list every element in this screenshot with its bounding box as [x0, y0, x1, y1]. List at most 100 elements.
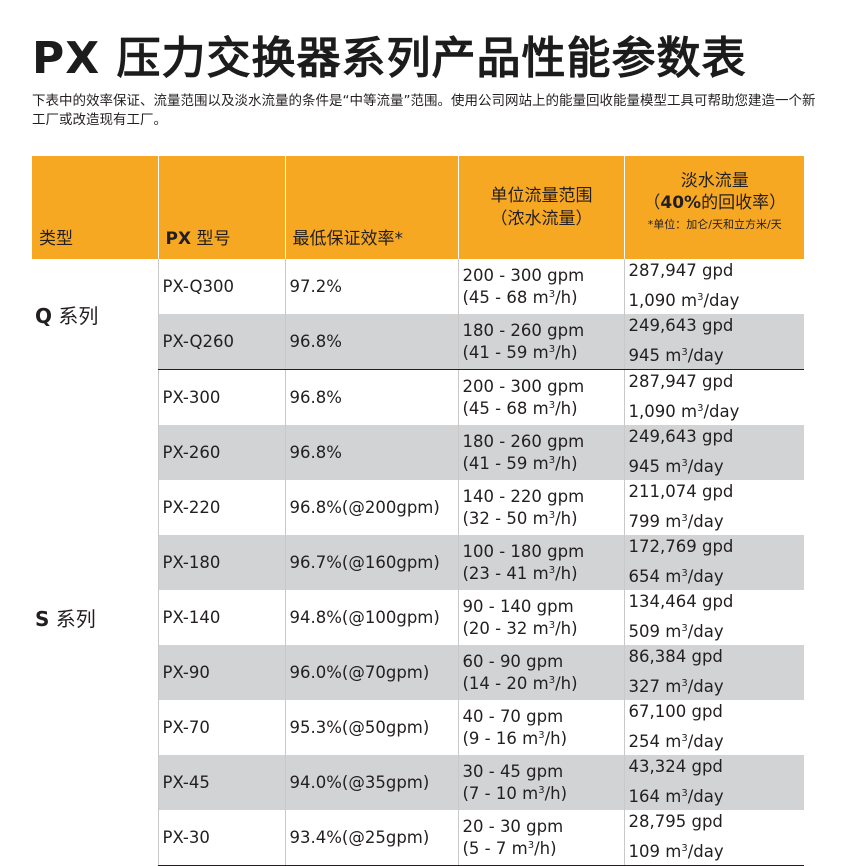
cell-model: PX-30: [157, 810, 285, 866]
page-title: PX 压力交换器系列产品性能参数表: [32, 33, 747, 84]
cell-flow-range: 90 - 140 gpm (20 - 32 m3/h): [457, 590, 624, 645]
header-flow-line2: （浓水流量）: [490, 208, 593, 229]
cell-efficiency: 96.0%(@70gpm): [284, 645, 458, 700]
table-body: Q 系列 PX-Q300 97.2% 200 - 300 gpm (45 - 68 m3…: [32, 259, 804, 866]
table-row: PX-220 96.8%(@200gpm) 140 - 220 gpm (32 - 5…: [32, 480, 804, 535]
series-label: Q 系列: [32, 259, 158, 370]
header-fresh-rest: 的回收率）: [701, 193, 787, 213]
cell-efficiency: 94.8%(@100gpm): [284, 590, 458, 645]
header-fresh-line1: 淡水流量: [680, 171, 749, 191]
fresh-gpd: 211,074 gpd: [628, 482, 734, 501]
series-name: 系列: [49, 607, 96, 631]
flow-m3h: (20 - 32 m3/h): [462, 618, 578, 638]
cell-flow-range: 180 - 260 gpm (41 - 59 m3/h): [457, 425, 624, 480]
fresh-m3day: 509 m3/day: [628, 622, 724, 641]
cell-flow-range: 20 - 30 gpm (5 - 7 m3/h): [457, 810, 624, 866]
table-header-row: 类型 PX 型号 最低保证效率* 单位流量范围 （浓水流量） 淡水流量 （40%…: [32, 156, 804, 259]
series-letter: S: [35, 607, 50, 631]
header-fresh-pct: 40%: [660, 193, 702, 213]
header-fresh-line2: （40%的回收率）: [632, 192, 799, 214]
fresh-gpd: 43,324 gpd: [628, 757, 723, 776]
cell-flow-range: 200 - 300 gpm (45 - 68 m3/h): [457, 259, 624, 314]
cell-efficiency: 96.8%: [284, 314, 458, 370]
header-efficiency: 最低保证效率*: [284, 156, 458, 259]
cell-flow-range: 40 - 70 gpm (9 - 16 m3/h): [457, 700, 624, 755]
fresh-m3day: 654 m3/day: [628, 567, 724, 586]
flow-m3h: (5 - 7 m3/h): [462, 838, 557, 858]
flow-m3h: (9 - 16 m3/h): [462, 728, 568, 748]
header-fresh-open: （: [643, 193, 661, 213]
fresh-m3day: 1,090 m3/day: [628, 402, 740, 421]
performance-table: 类型 PX 型号 最低保证效率* 单位流量范围 （浓水流量） 淡水流量 （40%…: [32, 156, 804, 866]
cell-model: PX-300: [157, 369, 285, 425]
cell-freshwater: 249,643 gpd 945 m3/day: [623, 314, 804, 370]
cell-efficiency: 96.8%: [284, 369, 458, 425]
fresh-m3day: 945 m3/day: [628, 346, 724, 365]
series-label: S 系列: [32, 369, 158, 866]
fresh-m3day: 164 m3/day: [628, 787, 724, 806]
series-name: 系列: [52, 303, 99, 328]
table-row: PX-140 94.8%(@100gpm) 90 - 140 gpm (20 - 32…: [32, 590, 804, 645]
cell-freshwater: 86,384 gpd 327 m3/day: [623, 645, 804, 700]
header-flow-line1: 单位流量范围: [490, 185, 593, 206]
series-letter: Q: [35, 303, 53, 328]
header-fresh-note: *单位：加仑/天和立方米/天: [647, 218, 782, 231]
table-row: PX-260 96.8% 180 - 260 gpm (41 - 59 m3/h) 24…: [32, 425, 804, 480]
flow-gpm: 40 - 70 gpm: [462, 706, 564, 726]
cell-efficiency: 95.3%(@50gpm): [284, 700, 458, 755]
cell-flow-range: 180 - 260 gpm (41 - 59 m3/h): [457, 314, 624, 370]
table-row: PX-180 96.7%(@160gpm) 100 - 180 gpm (23 - 4…: [32, 535, 804, 590]
flow-m3h: (45 - 68 m3/h): [462, 287, 578, 307]
fresh-gpd: 249,643 gpd: [628, 427, 734, 446]
cell-model: PX-260: [157, 425, 285, 480]
cell-flow-range: 30 - 45 gpm (7 - 10 m3/h): [457, 755, 624, 810]
flow-gpm: 90 - 140 gpm: [462, 596, 574, 616]
flow-gpm: 200 - 300 gpm: [462, 376, 585, 396]
header-freshwater: 淡水流量 （40%的回收率） *单位：加仑/天和立方米/天: [623, 156, 804, 259]
flow-m3h: (14 - 20 m3/h): [462, 673, 578, 693]
cell-efficiency: 97.2%: [284, 259, 458, 314]
flow-m3h: (23 - 41 m3/h): [462, 563, 578, 583]
flow-gpm: 140 - 220 gpm: [462, 486, 585, 506]
fresh-m3day: 1,090 m3/day: [628, 291, 740, 310]
flow-m3h: (41 - 59 m3/h): [462, 453, 578, 473]
flow-m3h: (41 - 59 m3/h): [462, 342, 578, 362]
cell-freshwater: 287,947 gpd 1,090 m3/day: [623, 259, 804, 314]
fresh-gpd: 86,384 gpd: [628, 647, 723, 666]
table-row: Q 系列 PX-Q300 97.2% 200 - 300 gpm (45 - 68 m3…: [32, 259, 804, 370]
cell-model: PX-90: [157, 645, 285, 700]
fresh-gpd: 287,947 gpd: [628, 261, 734, 280]
cell-efficiency: 96.8%: [284, 425, 458, 480]
cell-model: PX-70: [157, 700, 285, 755]
cell-model: PX-45: [157, 755, 285, 810]
flow-gpm: 180 - 260 gpm: [462, 320, 585, 340]
header-model-prefix: PX: [165, 229, 192, 249]
cell-freshwater: 211,074 gpd 799 m3/day: [623, 480, 804, 535]
fresh-gpd: 134,464 gpd: [628, 592, 734, 611]
cell-freshwater: 134,464 gpd 509 m3/day: [623, 590, 804, 645]
cell-freshwater: 28,795 gpd 109 m3/day: [623, 810, 804, 866]
cell-efficiency: 94.0%(@35gpm): [284, 755, 458, 810]
table-row: PX-45 94.0%(@35gpm) 30 - 45 gpm (7 - 10 m3/…: [32, 755, 804, 810]
flow-gpm: 20 - 30 gpm: [462, 816, 564, 836]
fresh-gpd: 249,643 gpd: [628, 316, 734, 335]
cell-model: PX-140: [157, 590, 285, 645]
fresh-m3day: 327 m3/day: [628, 677, 724, 696]
table-row: PX-90 96.0%(@70gpm) 60 - 90 gpm (14 - 20 m3…: [32, 645, 804, 700]
table-row: PX-70 95.3%(@50gpm) 40 - 70 gpm (9 - 16 m3/…: [32, 700, 804, 755]
fresh-gpd: 28,795 gpd: [628, 812, 723, 831]
fresh-m3day: 945 m3/day: [628, 457, 724, 476]
fresh-m3day: 799 m3/day: [628, 512, 724, 531]
table-row: PX-Q260 96.8% 180 - 260 gpm (41 - 59 m3/h) 2…: [32, 314, 804, 370]
flow-gpm: 180 - 260 gpm: [462, 431, 585, 451]
cell-efficiency: 96.7%(@160gpm): [284, 535, 458, 590]
flow-m3h: (7 - 10 m3/h): [462, 783, 568, 803]
cell-freshwater: 287,947 gpd 1,090 m3/day: [623, 369, 804, 425]
intro-paragraph: 下表中的效率保证、流量范围以及淡水流量的条件是“中等流量”范围。使用公司网站上的…: [32, 93, 816, 128]
cell-flow-range: 60 - 90 gpm (14 - 20 m3/h): [457, 645, 624, 700]
table-row: S 系列 PX-300 96.8% 200 - 300 gpm (45 - 68 m3/…: [32, 369, 804, 866]
header-flow-range: 单位流量范围 （浓水流量）: [457, 156, 624, 259]
header-model-suffix: 型号: [191, 229, 231, 249]
fresh-gpd: 172,769 gpd: [628, 537, 734, 556]
fresh-m3day: 109 m3/day: [628, 842, 724, 861]
